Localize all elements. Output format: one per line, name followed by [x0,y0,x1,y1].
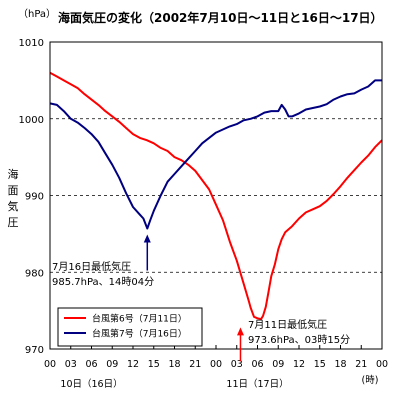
legend-box [57,307,203,347]
annotation-text: 985.7hPa、14時04分 [52,276,154,288]
annotations: 7月16日最低気圧 985.7hPa、14時04分 7月11日最低気圧 973.6hP… [52,234,350,362]
x-tick-label: 18 [168,359,180,370]
x-tick-label: 12 [293,359,305,370]
x-tick-label: 12 [127,359,139,370]
legend-label: 台風第7号（7月16日） [92,328,187,340]
x-tick-label: 21 [189,359,201,370]
y-tick-labels: 970 980 990 1000 1010 [19,38,44,356]
chart-title: 海面気圧の変化（2002年7月10日～11日と16日～17日） [58,10,383,25]
x-tick-label: 00 [44,359,56,370]
annotation-text: 7月11日最低気圧 [248,318,327,331]
annotation-text: 7月16日最低気圧 [52,260,131,273]
y-unit-label: （hPa） [18,8,56,20]
x-tick-label: 09 [272,359,284,370]
y-tick-label: 1000 [19,115,44,126]
x-tick-label: 00 [376,359,388,370]
series-line-2 [49,79,382,230]
day-label: 10日（16日） [60,378,122,390]
series-line-1 [49,71,383,321]
annotation-text: 973.6hPa、03時15分 [248,334,350,346]
y-axis-label-char: 海 [8,167,19,181]
y-axis-label-char: 気 [8,199,19,213]
annotation-arrowhead [143,234,151,243]
x-tick-label: 18 [334,359,346,370]
y-axis-label-char: 面 [8,184,19,197]
x-tick-label: 06 [251,359,263,370]
x-tick-label: 03 [65,359,77,370]
y-tick-label: 970 [25,345,44,356]
x-tick-label: 09 [106,359,118,370]
day-label: 11日（17日） [226,378,288,390]
y-tick-label: 980 [25,268,44,279]
x-tick-label: 15 [314,359,326,370]
legend: 台風第6号（7月11日） 台風第7号（7月16日） [57,307,203,347]
x-tick-label: 06 [85,359,97,370]
x-tick-labels: 00 03 06 09 12 15 18 21 00 03 06 09 12 15 18 21 00 10日（16… [44,345,388,390]
y-tick-label: 1010 [19,38,44,49]
legend-label: 台風第6号（7月11日） [92,313,187,325]
x-tick-label: 03 [231,359,243,370]
y-tick-label: 990 [25,192,44,203]
annotation-arrowhead [236,327,244,336]
y-axis-label-char: 圧 [8,216,19,229]
series-lines [49,71,383,321]
x-unit-label: (時) [362,375,379,386]
y-axis-label: 海面気圧 [8,167,19,229]
x-tick-label: 00 [210,359,222,370]
x-tick-label: 21 [355,359,367,370]
x-tick-label: 15 [148,359,160,370]
grid-lines [50,118,382,273]
